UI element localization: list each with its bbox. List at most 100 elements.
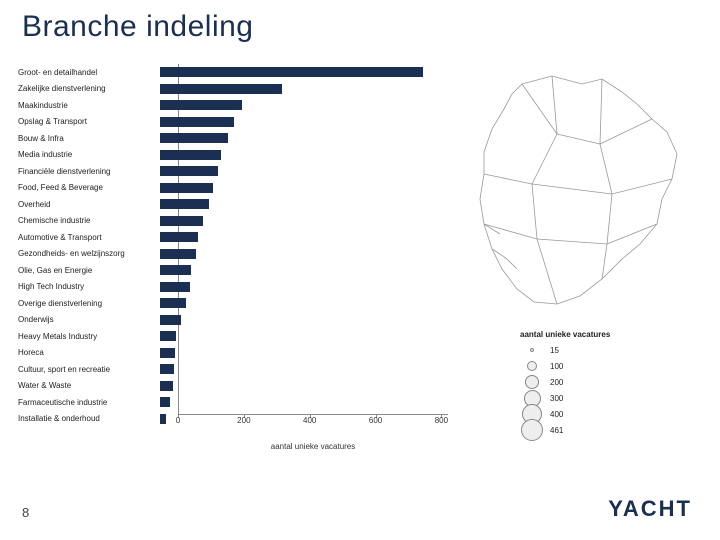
legend-row: 200 bbox=[520, 374, 660, 390]
legend-row: 100 bbox=[520, 358, 660, 374]
bar-label: Opslag & Transport bbox=[18, 117, 160, 126]
bar-track bbox=[160, 183, 448, 193]
x-axis-label: aantal unieke vacatures bbox=[178, 442, 448, 451]
bar-fill bbox=[160, 100, 242, 110]
bar-label: Food, Feed & Beverage bbox=[18, 183, 160, 192]
bar-label: Groot- en detailhandel bbox=[18, 68, 160, 77]
bar-track bbox=[160, 117, 448, 127]
bar-label: Chemische industrie bbox=[18, 216, 160, 225]
x-tick-label: 600 bbox=[369, 416, 382, 425]
x-tick-label: 800 bbox=[435, 416, 448, 425]
bar-fill bbox=[160, 298, 186, 308]
x-tick-label: 400 bbox=[303, 416, 316, 425]
legend-value: 15 bbox=[550, 346, 559, 355]
legend-value: 100 bbox=[550, 362, 563, 371]
bar-track bbox=[160, 216, 448, 226]
bar-row: Zakelijke dienstverlening bbox=[18, 81, 448, 98]
bar-row: Groot- en detailhandel bbox=[18, 64, 448, 81]
brand-logo: YACHT bbox=[608, 496, 692, 522]
bar-fill bbox=[160, 381, 173, 391]
bar-track bbox=[160, 166, 448, 176]
bar-chart: Groot- en detailhandel Zakelijke dienstve… bbox=[18, 64, 448, 464]
legend-circle-holder bbox=[520, 361, 544, 371]
bar-track bbox=[160, 282, 448, 292]
bar-row: Olie, Gas en Energie bbox=[18, 262, 448, 279]
bar-label: Maakindustrie bbox=[18, 101, 160, 110]
map-svg bbox=[462, 64, 692, 324]
legend-title: aantal unieke vacatures bbox=[520, 330, 660, 339]
bar-row: Water & Waste bbox=[18, 378, 448, 395]
bar-label: Automotive & Transport bbox=[18, 233, 160, 242]
bar-fill bbox=[160, 315, 181, 325]
bar-row: Overige dienstverlening bbox=[18, 295, 448, 312]
bar-row: Bouw & Infra bbox=[18, 130, 448, 147]
bar-track bbox=[160, 133, 448, 143]
bar-track bbox=[160, 298, 448, 308]
bar-fill bbox=[160, 84, 282, 94]
page-number: 8 bbox=[22, 505, 29, 520]
bar-row: Onderwijs bbox=[18, 312, 448, 329]
bar-row: Maakindustrie bbox=[18, 97, 448, 114]
bar-fill bbox=[160, 199, 209, 209]
bar-track bbox=[160, 265, 448, 275]
legend-circle-holder bbox=[520, 348, 544, 352]
legend-row: 461 bbox=[520, 422, 660, 438]
bar-fill bbox=[160, 397, 170, 407]
bar-track bbox=[160, 100, 448, 110]
bar-fill bbox=[160, 133, 228, 143]
bar-label: Cultuur, sport en recreatie bbox=[18, 365, 160, 374]
netherlands-map bbox=[462, 64, 692, 324]
legend-circle-holder bbox=[520, 419, 544, 441]
bar-row: Farmaceutische industrie bbox=[18, 394, 448, 411]
bar-row: Financiële dienstverlening bbox=[18, 163, 448, 180]
bar-fill bbox=[160, 249, 196, 259]
bar-label: Media industrie bbox=[18, 150, 160, 159]
bar-row: Food, Feed & Beverage bbox=[18, 180, 448, 197]
bar-track bbox=[160, 381, 448, 391]
legend-circle bbox=[525, 375, 539, 389]
bar-row: High Tech Industry bbox=[18, 279, 448, 296]
bar-fill bbox=[160, 364, 174, 374]
bar-fill bbox=[160, 348, 175, 358]
bar-row: Horeca bbox=[18, 345, 448, 362]
bar-fill bbox=[160, 282, 190, 292]
bar-track bbox=[160, 331, 448, 341]
bar-label: Overige dienstverlening bbox=[18, 299, 160, 308]
bar-label: Installatie & onderhoud bbox=[18, 414, 160, 423]
bar-label: Zakelijke dienstverlening bbox=[18, 84, 160, 93]
bar-row: Automotive & Transport bbox=[18, 229, 448, 246]
bar-track bbox=[160, 232, 448, 242]
x-tick-label: 200 bbox=[237, 416, 250, 425]
bar-label: Heavy Metals Industry bbox=[18, 332, 160, 341]
bar-row: Heavy Metals Industry bbox=[18, 328, 448, 345]
x-tick-label: 0 bbox=[176, 416, 180, 425]
legend-circle bbox=[521, 419, 543, 441]
bar-label: Financiële dienstverlening bbox=[18, 167, 160, 176]
bar-label: Water & Waste bbox=[18, 381, 160, 390]
bar-row: Cultuur, sport en recreatie bbox=[18, 361, 448, 378]
bar-label: Olie, Gas en Energie bbox=[18, 266, 160, 275]
bar-fill bbox=[160, 150, 221, 160]
bar-label: Onderwijs bbox=[18, 315, 160, 324]
bar-fill bbox=[160, 232, 198, 242]
bar-label: Overheid bbox=[18, 200, 160, 209]
legend-value: 400 bbox=[550, 410, 563, 419]
bar-fill bbox=[160, 265, 191, 275]
legend-row: 15 bbox=[520, 342, 660, 358]
bar-track bbox=[160, 315, 448, 325]
legend-value: 461 bbox=[550, 426, 563, 435]
bar-label: Farmaceutische industrie bbox=[18, 398, 160, 407]
bar-row: Overheid bbox=[18, 196, 448, 213]
bar-label: High Tech Industry bbox=[18, 282, 160, 291]
bar-row: Media industrie bbox=[18, 147, 448, 164]
bar-track bbox=[160, 67, 448, 77]
bar-fill bbox=[160, 166, 218, 176]
bar-row: Gezondheids- en welzijnszorg bbox=[18, 246, 448, 263]
bar-row: Opslag & Transport bbox=[18, 114, 448, 131]
bar-track bbox=[160, 364, 448, 374]
bar-label: Horeca bbox=[18, 348, 160, 357]
bar-track bbox=[160, 150, 448, 160]
legend-rows: 15100200300400461 bbox=[520, 342, 660, 438]
legend-value: 200 bbox=[550, 378, 563, 387]
page-title: Branche indeling bbox=[22, 10, 254, 44]
